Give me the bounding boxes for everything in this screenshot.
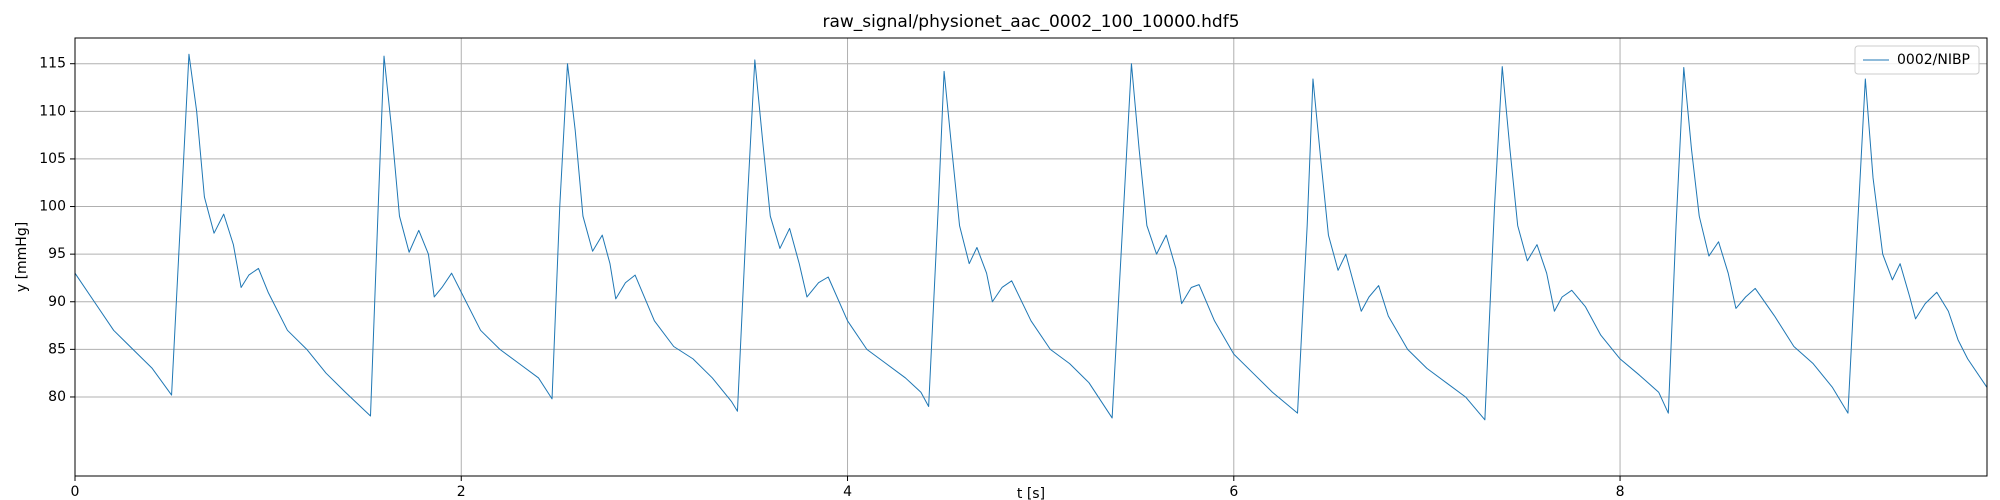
x-tick-label: 0 (71, 484, 80, 500)
y-tick-label: 90 (48, 294, 66, 310)
x-tick-label: 8 (1616, 484, 1625, 500)
chart-title: raw_signal/physionet_aac_0002_100_10000.… (822, 12, 1239, 32)
y-tick-label: 115 (39, 56, 66, 72)
x-tick-label: 6 (1229, 484, 1238, 500)
y-tick-label: 80 (48, 389, 66, 405)
x-axis-label: t [s] (1017, 486, 1045, 500)
y-tick-label: 105 (39, 151, 66, 167)
line (74, 53, 1988, 421)
x-tick-label: 2 (457, 484, 466, 500)
y-tick-label: 85 (48, 341, 66, 357)
y-tick-label: 95 (48, 246, 66, 262)
y-tick-label: 110 (39, 103, 66, 119)
x-tick-label: 4 (843, 484, 852, 500)
legend-label: 0002/NIBP (1897, 52, 1970, 68)
plot-frame (74, 37, 1988, 477)
y-axis-label: y [mmHg] (14, 222, 30, 292)
y-tick-label: 100 (39, 199, 66, 215)
legend-box (1854, 45, 1980, 75)
